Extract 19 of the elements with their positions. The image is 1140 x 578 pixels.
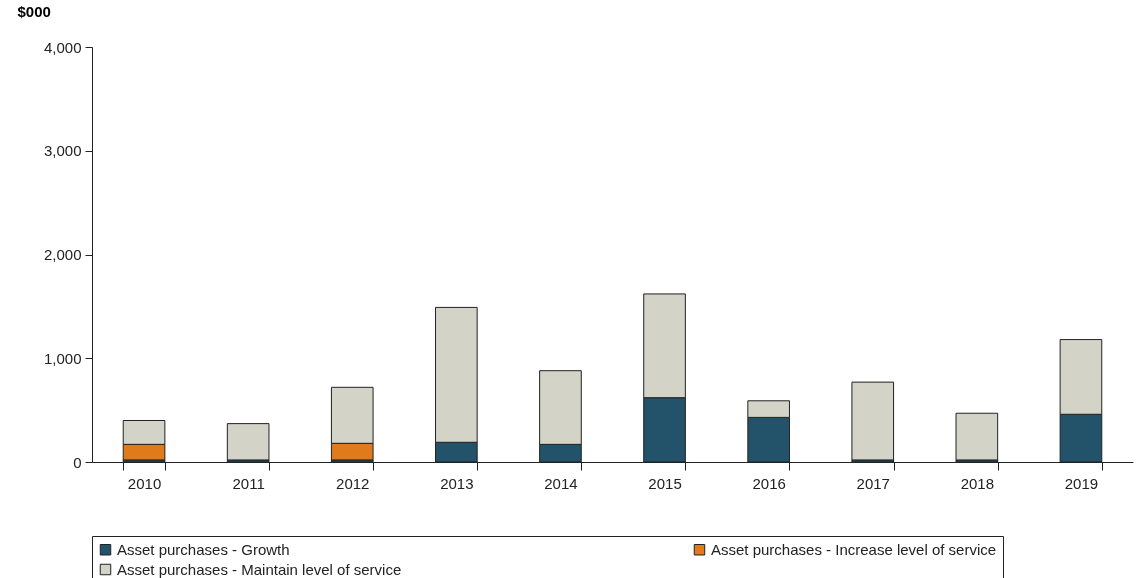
x-tick-label: 2016 <box>752 474 786 492</box>
x-tick-label: 2018 <box>960 474 995 492</box>
legend-label: Asset purchases - Increase level of service <box>711 540 997 558</box>
legend-label: Asset purchases - Maintain level of service <box>117 560 402 578</box>
x-tick-label: 2011 <box>232 474 265 492</box>
x-tick-label: 2010 <box>127 474 162 492</box>
y-tick-label: 2,000 <box>43 246 82 263</box>
x-tick-label: 2014 <box>544 474 578 492</box>
y-tick-label: 4,000 <box>43 38 82 56</box>
x-tick-label: 2019 <box>1064 474 1099 492</box>
y-tick-label: 0 <box>73 453 82 471</box>
x-tick-label: 2012 <box>336 474 370 492</box>
y-tick-label: 1,000 <box>43 349 82 367</box>
x-tick-label: 2015 <box>648 474 682 492</box>
x-tick-label: 2013 <box>440 474 474 492</box>
legend-label: Asset purchases - Growth <box>117 540 290 558</box>
x-tick-label: 2017 <box>856 474 890 492</box>
y-tick-label: 3,000 <box>43 142 82 160</box>
y-axis-title: $000 <box>17 2 51 20</box>
